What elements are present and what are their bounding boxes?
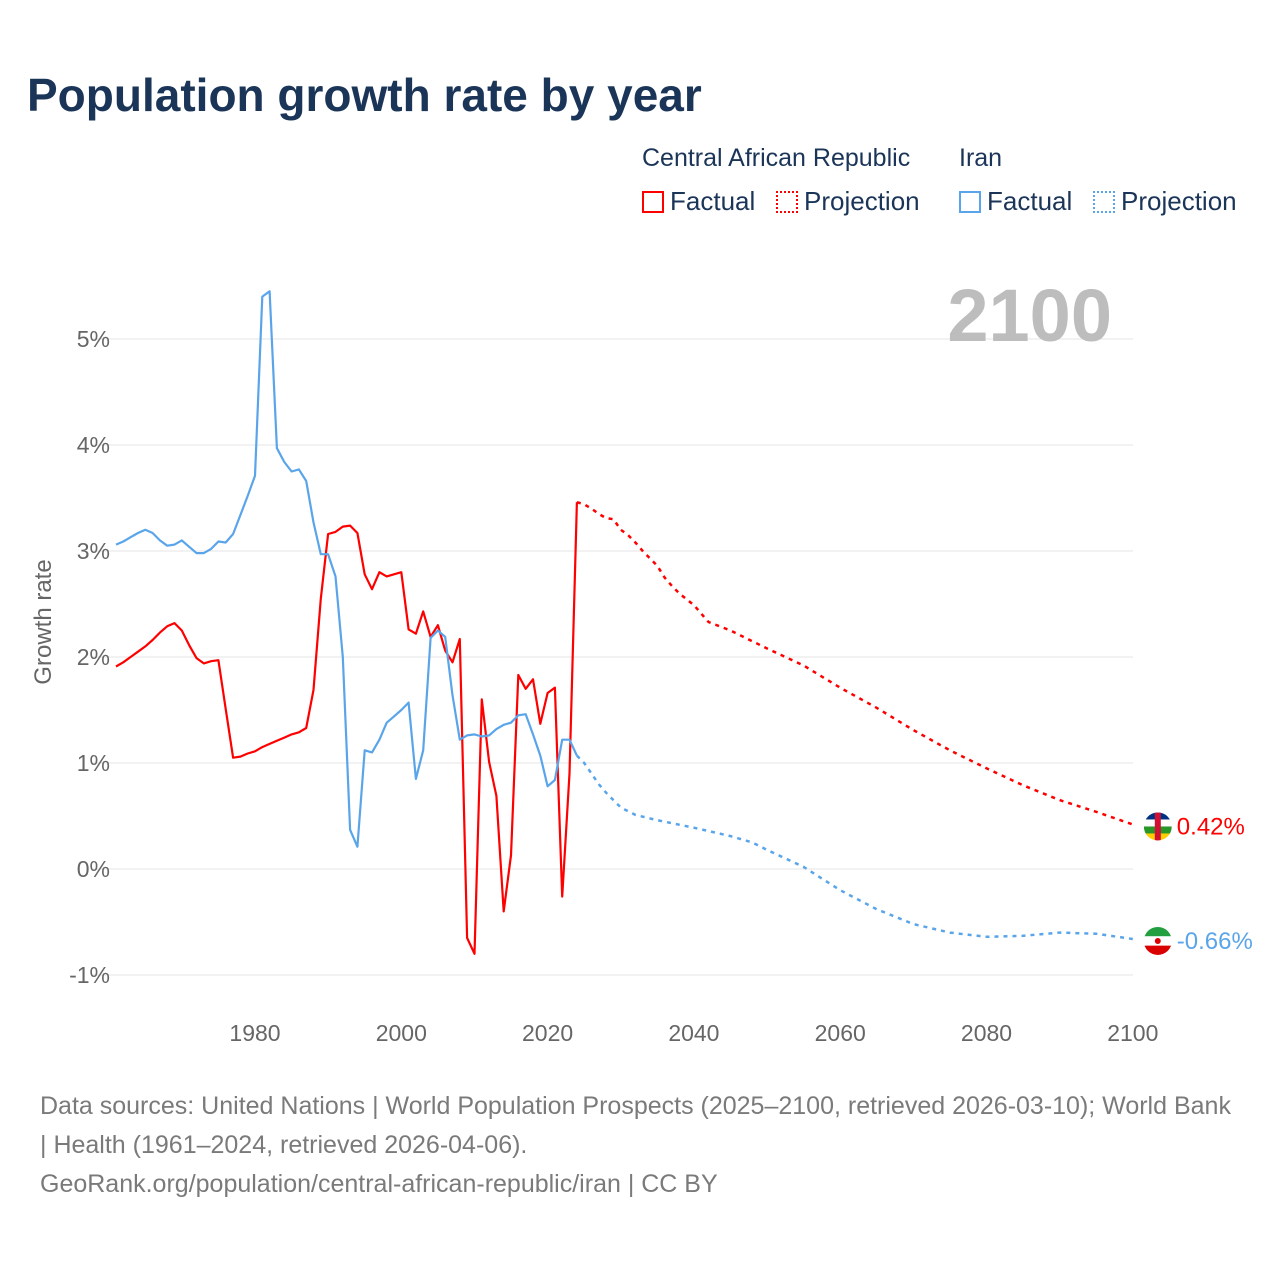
legend-iran-projection[interactable]: Projection <box>1093 186 1237 217</box>
x-tick-label: 2060 <box>815 1020 866 1046</box>
y-tick-label: 0% <box>77 856 110 882</box>
flag-stripe <box>1143 945 1172 955</box>
y-tick-label: -1% <box>69 962 110 988</box>
chart-title: Population growth rate by year <box>27 69 702 121</box>
x-tick-label: 2020 <box>522 1020 573 1046</box>
legend-car-factual[interactable]: Factual <box>642 186 755 217</box>
flag-body <box>1143 812 1172 841</box>
y-tick-label: 5% <box>77 326 110 352</box>
footer: Data sources: United Nations | World Pop… <box>40 1087 1240 1204</box>
year-indicator: 2100 <box>947 274 1112 357</box>
iran-factual-line <box>115 290 578 848</box>
car-end-label: 0.42% <box>1177 813 1245 840</box>
y-axis-label: Growth rate <box>30 559 57 684</box>
car-flag-icon <box>1143 812 1172 841</box>
car-factual-line <box>115 502 578 955</box>
legend-car-projection[interactable]: Projection <box>776 186 920 217</box>
y-tick-label: 3% <box>77 538 110 564</box>
x-tick-label: 2100 <box>1107 1020 1158 1046</box>
x-tick-label: 2000 <box>376 1020 427 1046</box>
flag-body <box>1143 926 1172 955</box>
legend-label: Factual <box>670 186 756 216</box>
legend-swatch-solid <box>642 190 664 213</box>
legend-group-iran: Iran <box>959 144 1003 172</box>
y-tick-label: 2% <box>77 644 110 670</box>
iran-flag-icon <box>1143 926 1172 955</box>
legend-group-car: Central African Republic <box>642 144 911 172</box>
y-tick-label: 1% <box>77 750 110 776</box>
iran-projection-line <box>576 754 1133 941</box>
x-tick-label: 1980 <box>229 1020 280 1046</box>
legend-swatch-dotted <box>1093 190 1115 213</box>
legend-label: Projection <box>804 186 920 216</box>
flag-emblem <box>1154 937 1161 944</box>
legend-swatch-solid <box>959 190 981 213</box>
flag-stripe <box>1143 926 1172 937</box>
legend-iran-factual[interactable]: Factual <box>959 186 1072 217</box>
legend-swatch-dotted <box>776 190 798 213</box>
y-tick-label: 4% <box>77 432 110 458</box>
iran-end-label: -0.66% <box>1177 928 1253 955</box>
car-projection-line <box>576 501 1134 826</box>
x-tick-label: 2080 <box>961 1020 1012 1046</box>
legend-label: Factual <box>987 186 1073 216</box>
x-tick-label: 2040 <box>668 1020 719 1046</box>
legend-label: Projection <box>1121 186 1237 216</box>
source-link[interactable]: GeoRank.org/population/central-african-r… <box>40 1170 718 1198</box>
flag-stripe <box>1154 812 1161 841</box>
data-sources: Data sources: United Nations | World Pop… <box>40 1092 1231 1159</box>
